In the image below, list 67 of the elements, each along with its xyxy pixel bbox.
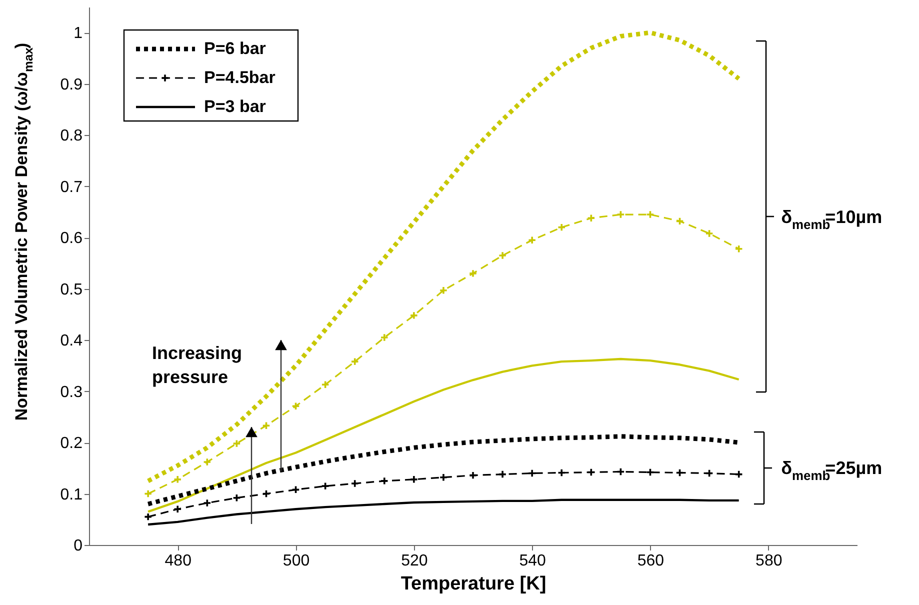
y-axis-title: Normalized Volumetric Power Density (ω/ωmax) [12, 42, 36, 421]
point [202, 458, 212, 466]
point [173, 475, 182, 484]
point [232, 494, 241, 502]
point [350, 357, 360, 366]
point [734, 470, 744, 479]
point [144, 490, 152, 498]
y-tick-label: 1 [74, 25, 83, 42]
point [173, 504, 182, 514]
y-tick-label: 0 [74, 538, 83, 554]
x-tick-label: 520 [401, 552, 428, 570]
line-series [146, 498, 740, 526]
y-tick-label: 0.4 [60, 332, 83, 350]
point [439, 286, 448, 295]
point [144, 512, 152, 522]
y-tick-label: 0.7 [60, 178, 83, 196]
point [350, 479, 360, 488]
point [705, 229, 714, 238]
point [528, 236, 536, 244]
x-tick-label: 480 [164, 552, 192, 570]
point [528, 469, 536, 478]
point [232, 439, 241, 448]
point [262, 421, 270, 430]
annotation: Increasing pressure [152, 343, 242, 387]
point [439, 473, 448, 482]
point [676, 468, 684, 478]
point [646, 468, 654, 476]
point [646, 210, 654, 219]
point [262, 490, 270, 498]
y-tick-label: 0.5 [60, 281, 83, 298]
point [498, 470, 507, 479]
point [380, 476, 389, 486]
point [557, 223, 566, 232]
point [586, 214, 596, 222]
point [734, 244, 744, 254]
point [410, 311, 418, 320]
point [380, 333, 389, 342]
point [410, 475, 418, 484]
point [468, 269, 478, 278]
point [468, 471, 478, 480]
legend-label: P=3 bar [204, 97, 266, 116]
point [498, 251, 507, 260]
x-tick-label: 560 [637, 552, 664, 570]
line-series [146, 30, 742, 484]
point [676, 216, 684, 226]
point [705, 469, 714, 478]
point [616, 210, 625, 219]
x-axis-title: Temperature [K] [400, 574, 546, 594]
point [557, 468, 566, 478]
point [321, 380, 330, 389]
y-tick-label: 0.1 [60, 486, 83, 504]
y-tick-label: 0.2 [60, 435, 83, 452]
x-tick-label: 580 [756, 552, 782, 570]
y-tick-label: 0.9 [60, 76, 83, 94]
point [292, 485, 300, 494]
point [292, 402, 300, 410]
y-tick-label: 0.3 [60, 384, 83, 401]
legend-label: P=4.5bar [204, 68, 276, 87]
x-tick-label: 500 [282, 552, 310, 570]
legend-label: P=6 bar [204, 39, 266, 58]
point [586, 468, 596, 476]
y-tick-label: 0.8 [60, 128, 83, 145]
y-tick-label: 0.6 [60, 230, 83, 248]
point [202, 498, 212, 508]
point [616, 467, 625, 476]
x-tick-label: 540 [519, 552, 546, 570]
point [321, 482, 330, 490]
